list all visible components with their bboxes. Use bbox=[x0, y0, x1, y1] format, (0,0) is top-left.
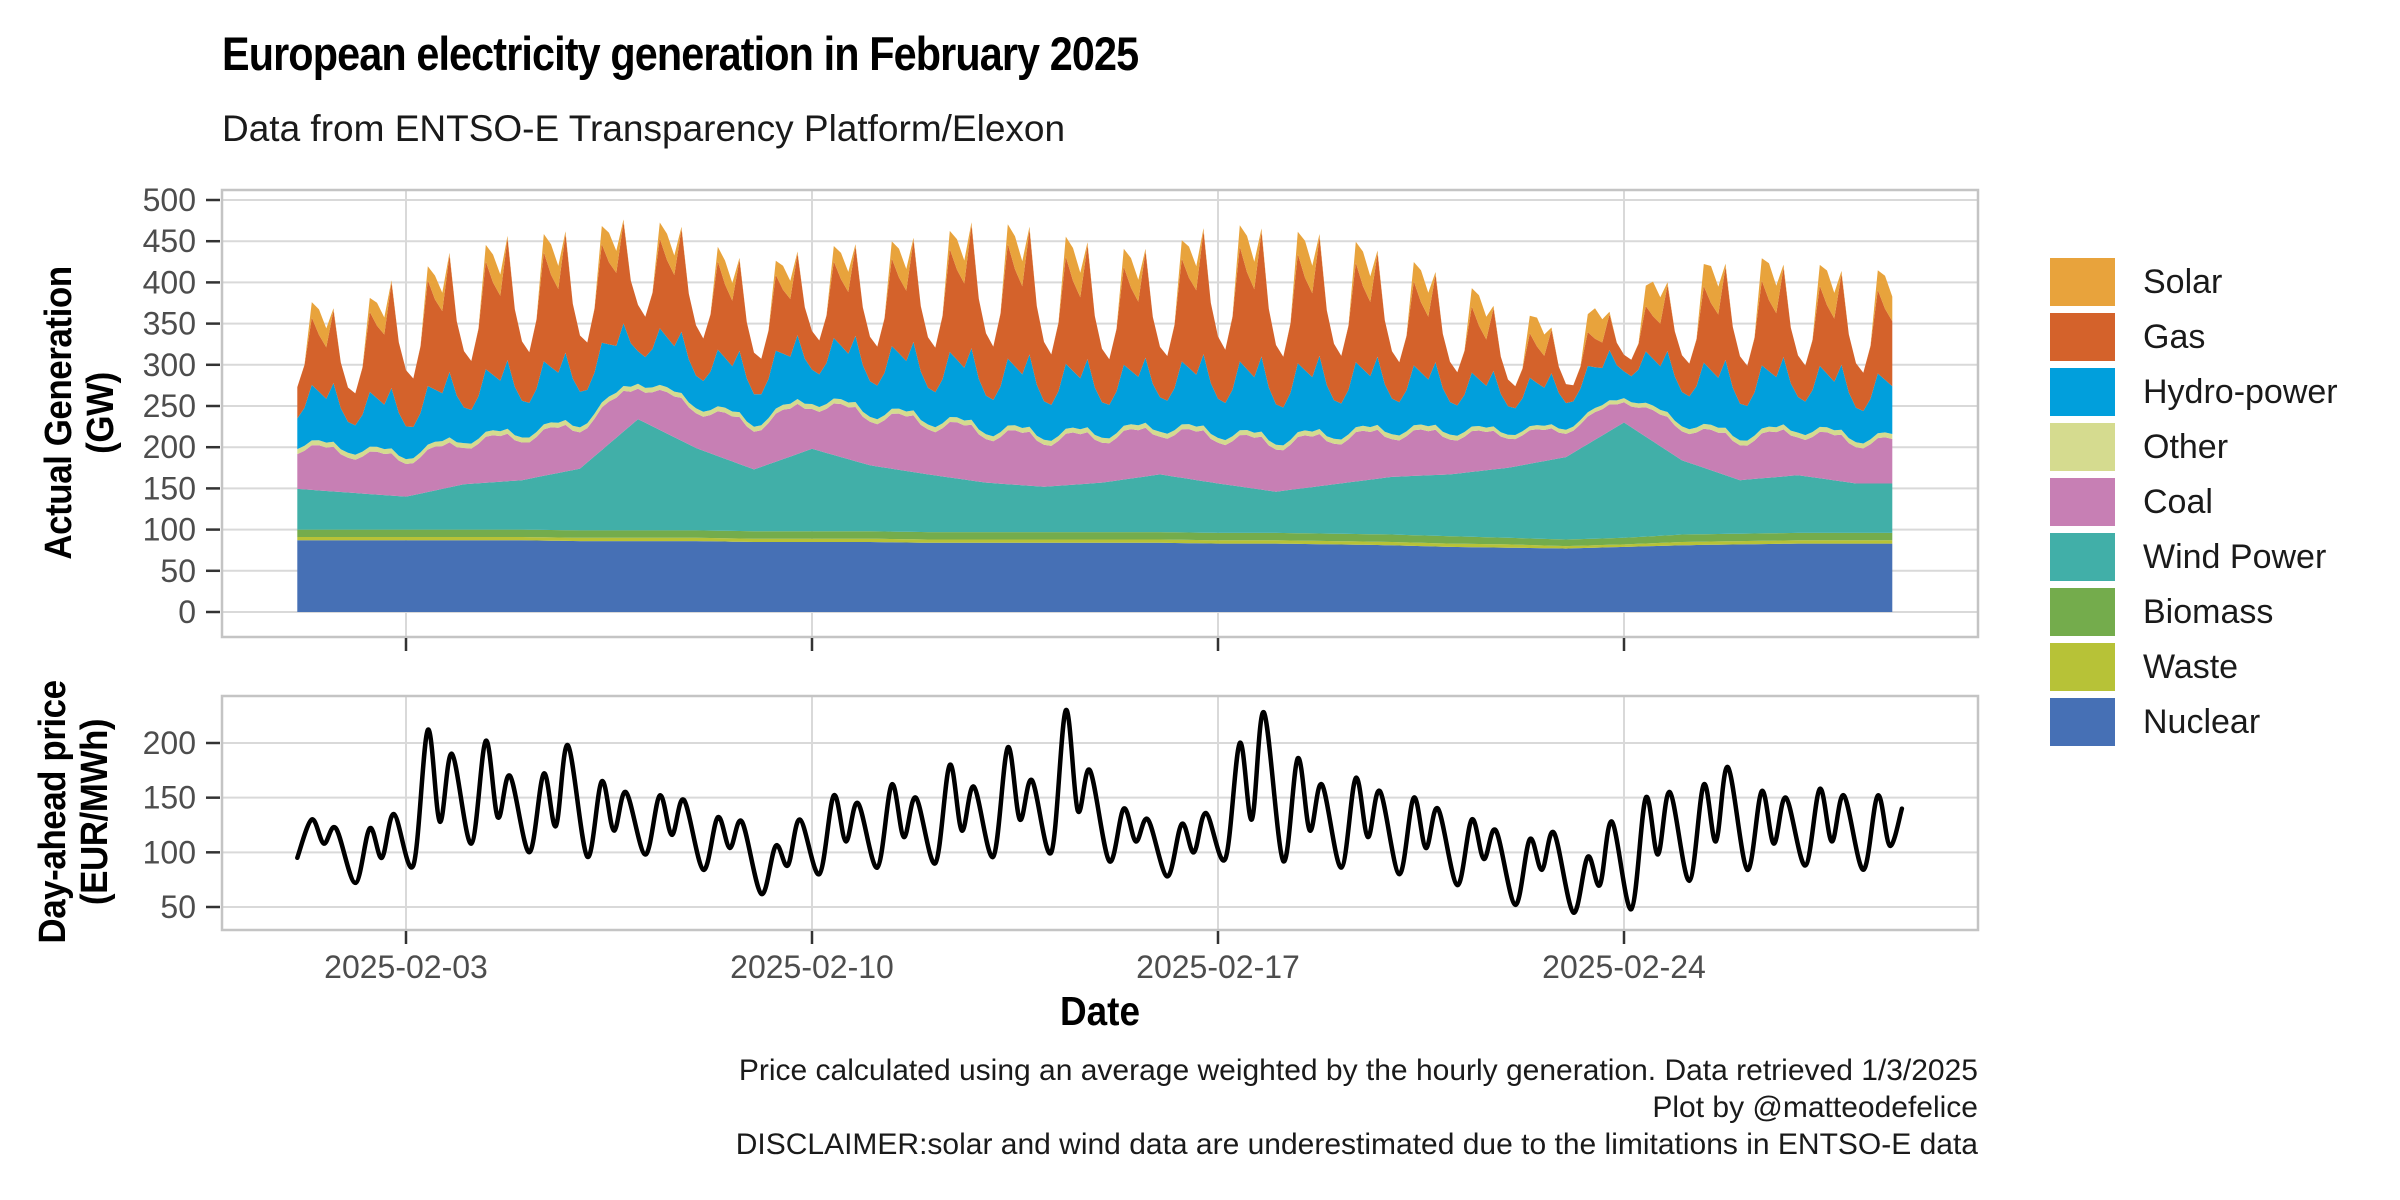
legend-item-solar: Solar bbox=[2050, 258, 2338, 306]
legend-swatch-icon bbox=[2050, 643, 2115, 691]
legend-item-wind-power: Wind Power bbox=[2050, 533, 2338, 581]
legend-swatch-icon bbox=[2050, 258, 2115, 306]
svg-text:300: 300 bbox=[143, 347, 196, 383]
legend-label: Nuclear bbox=[2143, 702, 2261, 741]
legend-swatch-icon bbox=[2050, 478, 2115, 526]
svg-text:100: 100 bbox=[143, 512, 196, 548]
legend-item-coal: Coal bbox=[2050, 478, 2338, 526]
y-axis-title-price: Day-ahead price (EUR/MWh) bbox=[32, 680, 116, 943]
legend-label: Coal bbox=[2143, 482, 2213, 521]
svg-text:50: 50 bbox=[160, 889, 196, 925]
legend-swatch-icon bbox=[2050, 368, 2115, 416]
svg-text:0: 0 bbox=[178, 594, 196, 630]
svg-text:200: 200 bbox=[143, 725, 196, 761]
svg-text:2025-02-24: 2025-02-24 bbox=[1542, 949, 1706, 985]
legend-swatch-icon bbox=[2050, 423, 2115, 471]
legend-item-waste: Waste bbox=[2050, 643, 2338, 691]
svg-text:400: 400 bbox=[143, 264, 196, 300]
svg-text:450: 450 bbox=[143, 223, 196, 259]
legend-item-other: Other bbox=[2050, 423, 2338, 471]
y-axis-title-price-line2: (EUR/MWh) bbox=[74, 718, 116, 906]
chart-subtitle: Data from ENTSO-E Transparency Platform/… bbox=[222, 108, 1066, 149]
svg-text:350: 350 bbox=[143, 306, 196, 342]
legend-label: Hydro-power bbox=[2143, 372, 2338, 411]
svg-text:2025-02-10: 2025-02-10 bbox=[730, 949, 894, 985]
y-axis-title-generation: Actual Generation (GW) bbox=[38, 266, 122, 559]
legend-label: Waste bbox=[2143, 647, 2239, 686]
legend-swatch-icon bbox=[2050, 698, 2115, 746]
legend-swatch-icon bbox=[2050, 533, 2115, 581]
y-axis-title-generation-line1: Actual Generation bbox=[38, 266, 80, 560]
legend-item-nuclear: Nuclear bbox=[2050, 698, 2338, 746]
svg-text:2025-02-17: 2025-02-17 bbox=[1136, 949, 1300, 985]
legend-label: Solar bbox=[2143, 262, 2223, 301]
svg-text:250: 250 bbox=[143, 388, 196, 424]
legend-label: Gas bbox=[2143, 317, 2206, 356]
caption-line-1: Price calculated using an average weight… bbox=[738, 1054, 1978, 1087]
svg-text:50: 50 bbox=[160, 553, 196, 589]
svg-text:200: 200 bbox=[143, 429, 196, 465]
legend-swatch-icon bbox=[2050, 313, 2115, 361]
caption-line-2: Plot by @matteodefelice bbox=[1652, 1091, 1978, 1124]
legend-item-hydro-power: Hydro-power bbox=[2050, 368, 2338, 416]
legend-label: Wind Power bbox=[2143, 537, 2327, 576]
legend-item-biomass: Biomass bbox=[2050, 588, 2338, 636]
x-axis-title: Date bbox=[1060, 988, 1140, 1034]
svg-text:2025-02-03: 2025-02-03 bbox=[324, 949, 488, 985]
legend-swatch-icon bbox=[2050, 588, 2115, 636]
svg-text:100: 100 bbox=[143, 834, 196, 870]
y-axis-title-generation-line2: (GW) bbox=[80, 372, 122, 454]
svg-text:150: 150 bbox=[143, 780, 196, 816]
legend-item-gas: Gas bbox=[2050, 313, 2338, 361]
legend-label: Other bbox=[2143, 427, 2229, 466]
legend-label: Biomass bbox=[2143, 592, 2274, 631]
caption-line-3: DISCLAIMER:solar and wind data are under… bbox=[735, 1128, 1978, 1161]
y-axis-title-price-line1: Day-ahead price bbox=[32, 680, 74, 944]
svg-text:150: 150 bbox=[143, 470, 196, 506]
caption: Price calculated using an average weight… bbox=[736, 1052, 1978, 1163]
svg-text:500: 500 bbox=[143, 182, 196, 218]
chart-title: European electricity generation in Febru… bbox=[222, 27, 1139, 80]
legend: Solar Gas Hydro-power Other Coal Wind Power Bi… bbox=[2050, 258, 2338, 753]
